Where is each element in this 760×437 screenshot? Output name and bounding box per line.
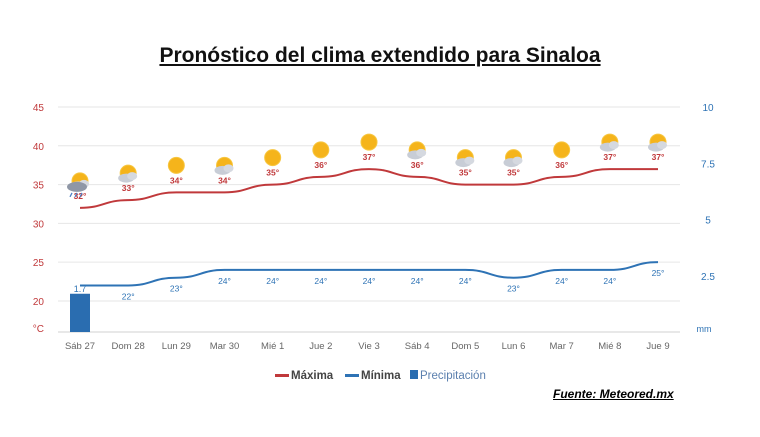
legend-label: Precipitación <box>420 370 486 382</box>
right-tick-label: 10 <box>702 103 714 114</box>
x-tick-label: Jue 9 <box>646 341 669 352</box>
source-credit: Fuente: Meteored.mx <box>553 387 674 401</box>
sun-icon <box>167 156 185 174</box>
x-tick-label: Mié 8 <box>598 341 621 352</box>
sun-icon <box>312 141 330 159</box>
max-temp-line <box>79 168 658 209</box>
max-temp-label: 37° <box>652 152 665 162</box>
left-axis: 20 25 30 35 40 45 °C <box>33 103 45 335</box>
min-temp-label: 23° <box>170 284 183 294</box>
sun-icon <box>264 149 282 167</box>
rain-drop <box>74 192 78 198</box>
max-temp-label: 34° <box>218 175 231 185</box>
min-temp-label: 24° <box>266 276 279 286</box>
sun-cloud-icon <box>118 164 138 183</box>
legend-label: Mínima <box>361 370 401 382</box>
weather-icons <box>67 133 667 198</box>
cloud-shape <box>464 156 475 165</box>
left-tick-label: 40 <box>33 142 45 153</box>
x-tick-label: Mié 1 <box>261 341 284 352</box>
sun-shape <box>553 141 571 159</box>
right-axis-unit: mm <box>697 324 712 334</box>
cloud-shape <box>127 172 138 181</box>
cloud-shape <box>223 164 234 173</box>
min-temp-label: 25° <box>652 268 665 278</box>
cloud-shape <box>512 156 523 165</box>
min-temp-label: 24° <box>555 276 568 286</box>
max-temp-label: 37° <box>363 152 376 162</box>
rain-drop <box>79 192 83 198</box>
rain-cloud-sun-icon <box>67 172 89 198</box>
min-temp-label: 24° <box>459 276 472 286</box>
sun-icon <box>360 133 378 151</box>
legend-swatch <box>345 374 359 377</box>
rain-drop <box>69 192 73 198</box>
max-temp-label: 36° <box>555 160 568 170</box>
sun-shape <box>360 133 378 151</box>
min-temp-line <box>79 261 659 287</box>
max-temp-label: 36° <box>411 160 424 170</box>
max-temp-label: 35° <box>266 168 279 178</box>
x-tick-label: Sáb 4 <box>405 341 430 352</box>
cloud-shape <box>608 141 619 150</box>
chart-legend: Máxima Mínima Precipitación <box>275 370 486 382</box>
right-tick-label: 5 <box>705 216 711 227</box>
min-temp-label: 24° <box>411 276 424 286</box>
x-axis: Sáb 27 Dom 28 Lun 29 Mar 30 Mié 1 Jue 2 Vie 3 S… <box>65 341 670 352</box>
sun-icon <box>553 141 571 159</box>
x-tick-label: Mar 30 <box>210 341 240 352</box>
sun-shape <box>264 149 282 167</box>
max-temp-label: 35° <box>459 168 472 178</box>
max-temp-label: 36° <box>314 160 327 170</box>
right-tick-label: 2.5 <box>701 272 715 283</box>
precipitation-label: 1.7 <box>74 284 87 294</box>
min-temp-label: 23° <box>507 284 520 294</box>
sun-shape <box>312 141 330 159</box>
series-lines <box>79 168 659 287</box>
left-tick-label: 45 <box>33 103 45 114</box>
x-tick-label: Mar 7 <box>550 341 574 352</box>
min-temp-label: 24° <box>363 276 376 286</box>
precipitation-bar <box>70 293 90 332</box>
sun-cloud-icon <box>648 133 667 152</box>
right-axis: 2.5 5 7.5 10 mm <box>697 103 716 334</box>
left-axis-unit: °C <box>33 324 44 335</box>
sun-cloud-icon <box>407 141 427 160</box>
precipitation-bars <box>70 293 90 332</box>
page-title: Pronóstico del clima extendido para Sina… <box>159 44 601 67</box>
min-temp-label: 24° <box>603 276 616 286</box>
x-tick-label: Lun 6 <box>502 341 526 352</box>
right-tick-label: 7.5 <box>701 159 715 170</box>
max-temp-label: 37° <box>603 152 616 162</box>
cloud-shape <box>416 148 427 157</box>
x-tick-label: Sáb 27 <box>65 341 95 352</box>
cloud-shape <box>657 141 667 150</box>
x-tick-label: Dom 28 <box>112 341 145 352</box>
min-temp-label: 22° <box>122 291 135 301</box>
left-tick-label: 20 <box>33 297 45 308</box>
sun-cloud-icon <box>214 156 234 175</box>
min-temp-label: 24° <box>314 276 327 286</box>
rain-cloud-shape <box>67 181 87 192</box>
left-tick-label: 25 <box>33 258 45 269</box>
legend-label: Máxima <box>291 370 334 382</box>
x-tick-label: Jue 2 <box>309 341 332 352</box>
sun-cloud-icon <box>455 149 475 168</box>
max-temp-label: 33° <box>122 183 135 193</box>
max-temp-label: 34° <box>170 175 183 185</box>
min-temp-label: 24° <box>218 276 231 286</box>
left-tick-label: 30 <box>33 219 45 230</box>
x-tick-label: Lun 29 <box>162 341 191 352</box>
x-tick-label: Vie 3 <box>358 341 379 352</box>
x-tick-label: Dom 5 <box>451 341 479 352</box>
legend-swatch <box>410 370 418 379</box>
sun-shape <box>167 156 185 174</box>
sun-cloud-icon <box>599 133 619 152</box>
max-temp-label: 35° <box>507 168 520 178</box>
sun-cloud-icon <box>503 149 523 168</box>
legend-swatch <box>275 374 289 377</box>
left-tick-label: 35 <box>33 181 45 192</box>
